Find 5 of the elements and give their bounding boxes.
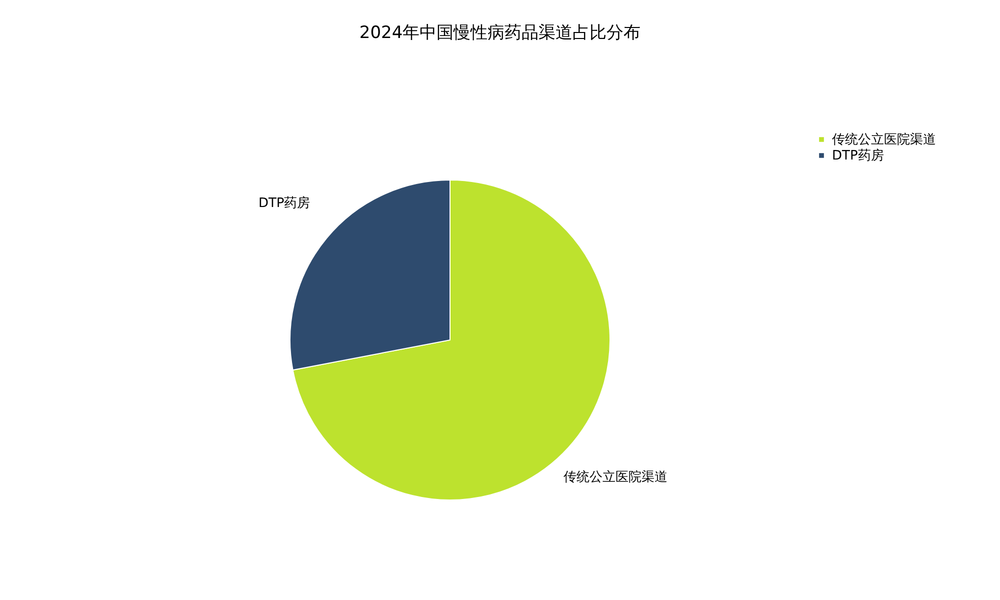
legend-label: DTP药房 <box>832 148 884 164</box>
slice-label: DTP药房 <box>258 194 310 211</box>
legend-label: 传统公立医院渠道 <box>832 132 936 148</box>
chart-title: 2024年中国慢性病药品渠道占比分布 <box>359 23 641 43</box>
slice-label: 传统公立医院渠道 <box>564 469 668 486</box>
